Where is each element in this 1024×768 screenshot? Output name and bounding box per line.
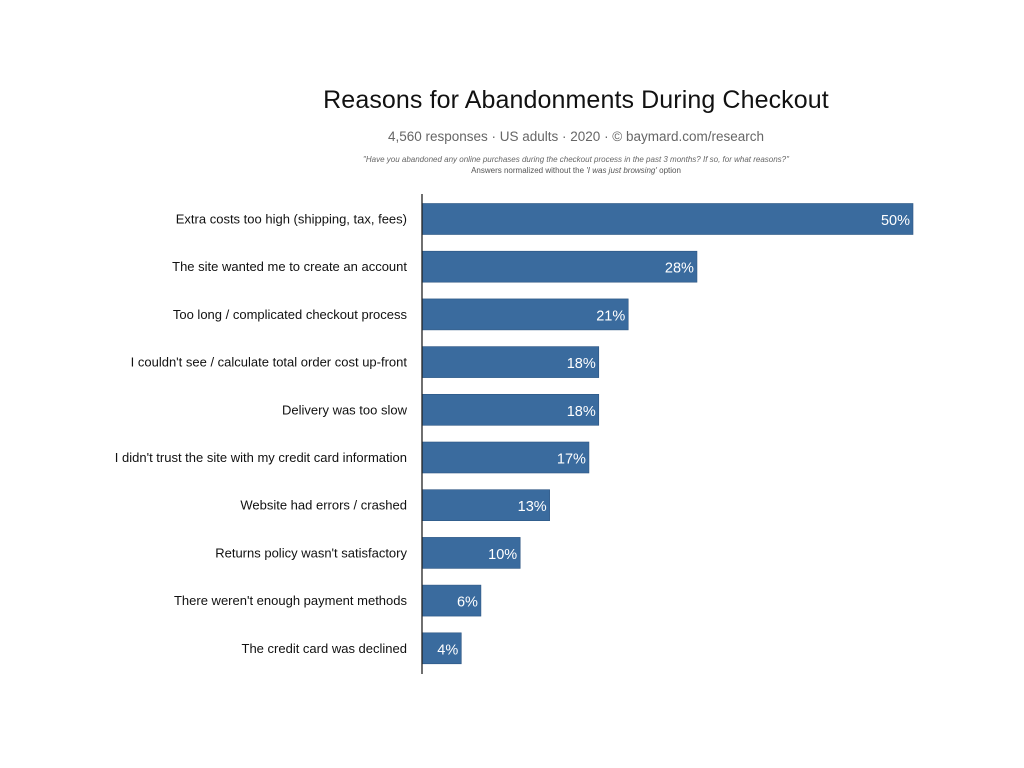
survey-question: "Have you abandoned any online purchases… bbox=[363, 155, 789, 164]
chart-title: Reasons for Abandonments During Checkout bbox=[323, 86, 829, 114]
value-label-0: 50% bbox=[881, 213, 910, 229]
note-prefix: Answers normalized without the bbox=[471, 166, 587, 175]
value-label-3: 18% bbox=[567, 356, 596, 372]
bar-4 bbox=[421, 393, 600, 426]
value-label-9: 4% bbox=[437, 642, 458, 658]
category-label-2: Too long / complicated checkout process bbox=[173, 307, 408, 322]
category-label-9: The credit card was declined bbox=[242, 641, 407, 656]
category-label-8: There weren't enough payment methods bbox=[174, 593, 408, 608]
category-label-7: Returns policy wasn't satisfactory bbox=[215, 545, 407, 560]
value-label-1: 28% bbox=[665, 261, 694, 277]
category-label-5: I didn't trust the site with my credit c… bbox=[115, 450, 407, 465]
bars-group: Extra costs too high (shipping, tax, fee… bbox=[115, 203, 914, 665]
note-emphasis: 'I was just browsing' bbox=[586, 166, 657, 175]
bar-2 bbox=[421, 298, 629, 331]
chart-subtitle: 4,560 responses · US adults · 2020 · © b… bbox=[387, 129, 765, 144]
category-label-0: Extra costs too high (shipping, tax, fee… bbox=[176, 212, 407, 227]
bar-1 bbox=[421, 250, 698, 283]
value-label-5: 17% bbox=[557, 452, 586, 468]
category-label-4: Delivery was too slow bbox=[282, 402, 408, 417]
note-suffix: option bbox=[656, 166, 681, 175]
value-label-7: 10% bbox=[488, 547, 517, 563]
bar-9 bbox=[421, 632, 462, 665]
bar-0 bbox=[421, 203, 914, 235]
category-label-6: Website had errors / crashed bbox=[240, 498, 407, 513]
bar-7 bbox=[421, 537, 521, 569]
value-label-2: 21% bbox=[596, 308, 625, 324]
bar-6 bbox=[421, 489, 550, 522]
bar-8 bbox=[421, 584, 482, 617]
value-label-6: 13% bbox=[518, 499, 547, 515]
category-label-1: The site wanted me to create an account bbox=[172, 259, 407, 274]
value-label-4: 18% bbox=[567, 404, 596, 420]
category-label-3: I couldn't see / calculate total order c… bbox=[131, 355, 408, 370]
normalization-note: Answers normalized without the 'I was ju… bbox=[0, 166, 1024, 175]
value-label-8: 6% bbox=[457, 595, 478, 611]
bar-5 bbox=[421, 441, 590, 474]
